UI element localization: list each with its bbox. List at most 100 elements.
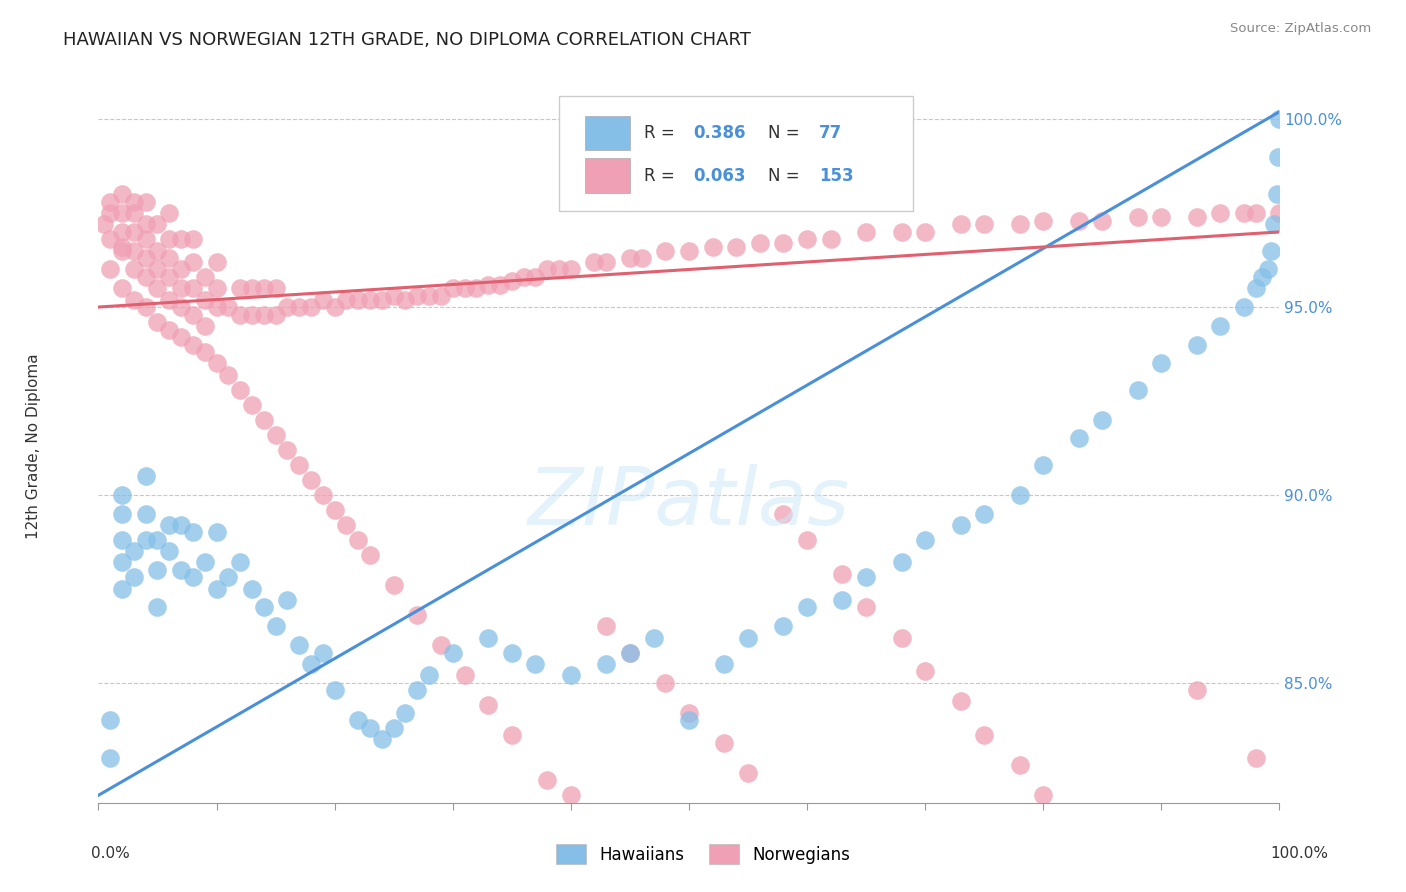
FancyBboxPatch shape [585, 159, 630, 193]
Point [205, 255, 228, 269]
Point [347, 713, 370, 727]
Point [1091, 213, 1114, 227]
Point [890, 225, 912, 239]
Point [737, 631, 759, 645]
Point [288, 638, 311, 652]
Point [253, 600, 276, 615]
Point [1150, 210, 1173, 224]
Point [170, 232, 193, 246]
Point [98, 194, 121, 209]
Point [678, 706, 700, 720]
Point [276, 442, 298, 457]
Point [170, 262, 193, 277]
Point [949, 218, 972, 232]
Point [678, 713, 700, 727]
Point [772, 507, 794, 521]
Point [157, 251, 180, 265]
Point [489, 277, 512, 292]
Point [1008, 758, 1031, 772]
Point [135, 270, 157, 285]
Point [98, 262, 121, 277]
Text: 0.063: 0.063 [693, 167, 747, 185]
Point [418, 289, 440, 303]
Point [1008, 488, 1031, 502]
Point [453, 668, 475, 682]
Text: ZIPatlas: ZIPatlas [527, 464, 851, 542]
Point [477, 698, 499, 713]
Point [111, 240, 134, 254]
Point [1209, 318, 1232, 333]
Point [1150, 356, 1173, 370]
Point [713, 736, 735, 750]
Point [122, 262, 145, 277]
Point [406, 289, 429, 303]
Point [135, 218, 157, 232]
Point [501, 728, 523, 742]
Point [98, 232, 121, 246]
Point [1185, 210, 1208, 224]
Point [430, 638, 453, 652]
Text: 100.0%: 100.0% [1271, 847, 1329, 861]
Point [146, 262, 169, 277]
Point [1067, 213, 1090, 227]
Point [512, 270, 534, 285]
Point [276, 300, 298, 314]
Point [194, 293, 217, 307]
Point [122, 206, 145, 220]
Point [312, 646, 335, 660]
Point [772, 236, 794, 251]
Text: Source: ZipAtlas.com: Source: ZipAtlas.com [1230, 22, 1371, 36]
Text: HAWAIIAN VS NORWEGIAN 12TH GRADE, NO DIPLOMA CORRELATION CHART: HAWAIIAN VS NORWEGIAN 12TH GRADE, NO DIP… [63, 31, 751, 49]
Text: N =: N = [768, 124, 806, 142]
Point [111, 533, 134, 547]
Point [1032, 789, 1054, 803]
Point [1067, 432, 1090, 446]
Point [394, 293, 416, 307]
Point [1126, 210, 1149, 224]
Point [418, 668, 440, 682]
Point [394, 706, 416, 720]
Point [288, 300, 311, 314]
Point [170, 517, 193, 532]
Point [229, 556, 252, 570]
Point [98, 206, 121, 220]
Point [335, 293, 357, 307]
Point [111, 281, 134, 295]
Point [796, 533, 818, 547]
Point [619, 646, 641, 660]
Point [111, 187, 134, 202]
Point [170, 300, 193, 314]
Point [240, 582, 263, 596]
Point [536, 262, 558, 277]
Point [181, 232, 204, 246]
Point [135, 300, 157, 314]
Text: 77: 77 [818, 124, 842, 142]
Point [205, 525, 228, 540]
Point [583, 255, 606, 269]
Point [181, 337, 204, 351]
Point [713, 657, 735, 671]
Point [796, 600, 818, 615]
Point [855, 600, 877, 615]
Point [157, 517, 180, 532]
Point [229, 308, 252, 322]
Point [430, 289, 453, 303]
Point [820, 232, 842, 246]
Point [359, 548, 381, 562]
Point [595, 657, 617, 671]
Point [288, 458, 311, 472]
Point [536, 773, 558, 788]
Point [240, 398, 263, 412]
Point [205, 300, 228, 314]
Point [772, 619, 794, 633]
Point [702, 240, 724, 254]
Point [748, 236, 770, 251]
Point [501, 646, 523, 660]
Point [654, 675, 676, 690]
Point [630, 251, 652, 265]
Text: R =: R = [644, 167, 681, 185]
Point [949, 517, 972, 532]
Point [111, 582, 134, 596]
Point [217, 300, 239, 314]
Point [253, 308, 276, 322]
